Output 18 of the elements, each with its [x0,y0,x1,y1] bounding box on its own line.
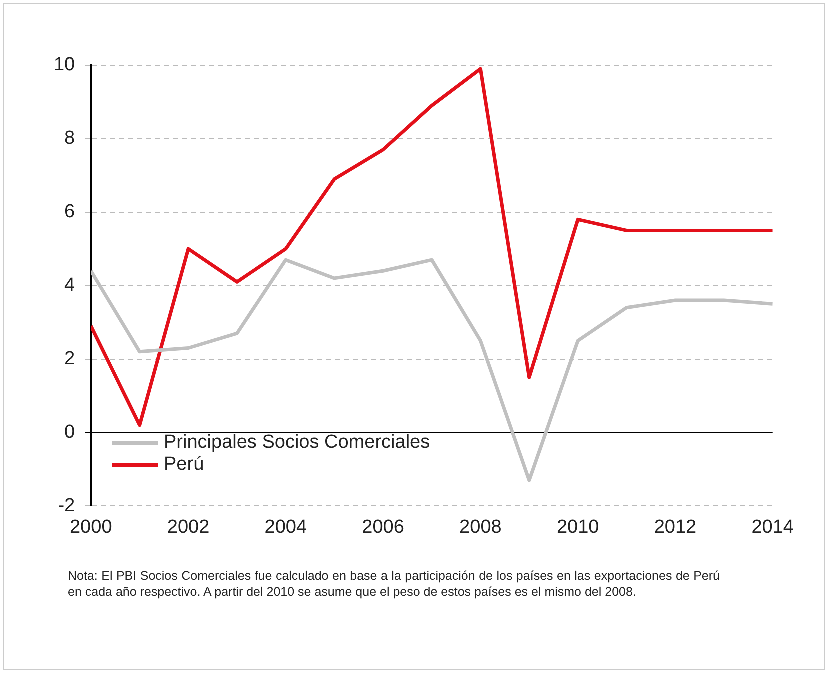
legend-label: Perú [164,454,204,476]
y-tick-label: -2 [58,495,76,516]
x-tick-label: 2004 [264,516,308,538]
y-tick-label: 4 [64,275,76,296]
x-tick-label: 2008 [460,516,502,538]
y-tick-label: 6 [64,202,76,223]
x-tick-label: 2014 [752,516,794,538]
x-tick-label: 2010 [556,516,600,538]
y-tick-label: 0 [64,422,76,443]
y-tick-label: 2 [64,348,76,370]
y-tick-label: 10 [54,54,76,76]
y-tick-label: 8 [64,128,76,150]
text: Nota: El PBI Socios Comerciales fue calculado en base a la participación de los países en las exportaciones de Perú en cada año respectivo. A partir del 2010 se asume que el peso de estos países es el mismo del 2008. [68,568,720,600]
legend-label: Principales Socios Comerciales [164,432,430,454]
x-tick-label: 2012 [654,516,697,538]
x-tick-label: 2002 [167,516,210,538]
x-tick-label: 2000 [70,516,112,538]
x-tick-label: 2006 [362,516,404,538]
